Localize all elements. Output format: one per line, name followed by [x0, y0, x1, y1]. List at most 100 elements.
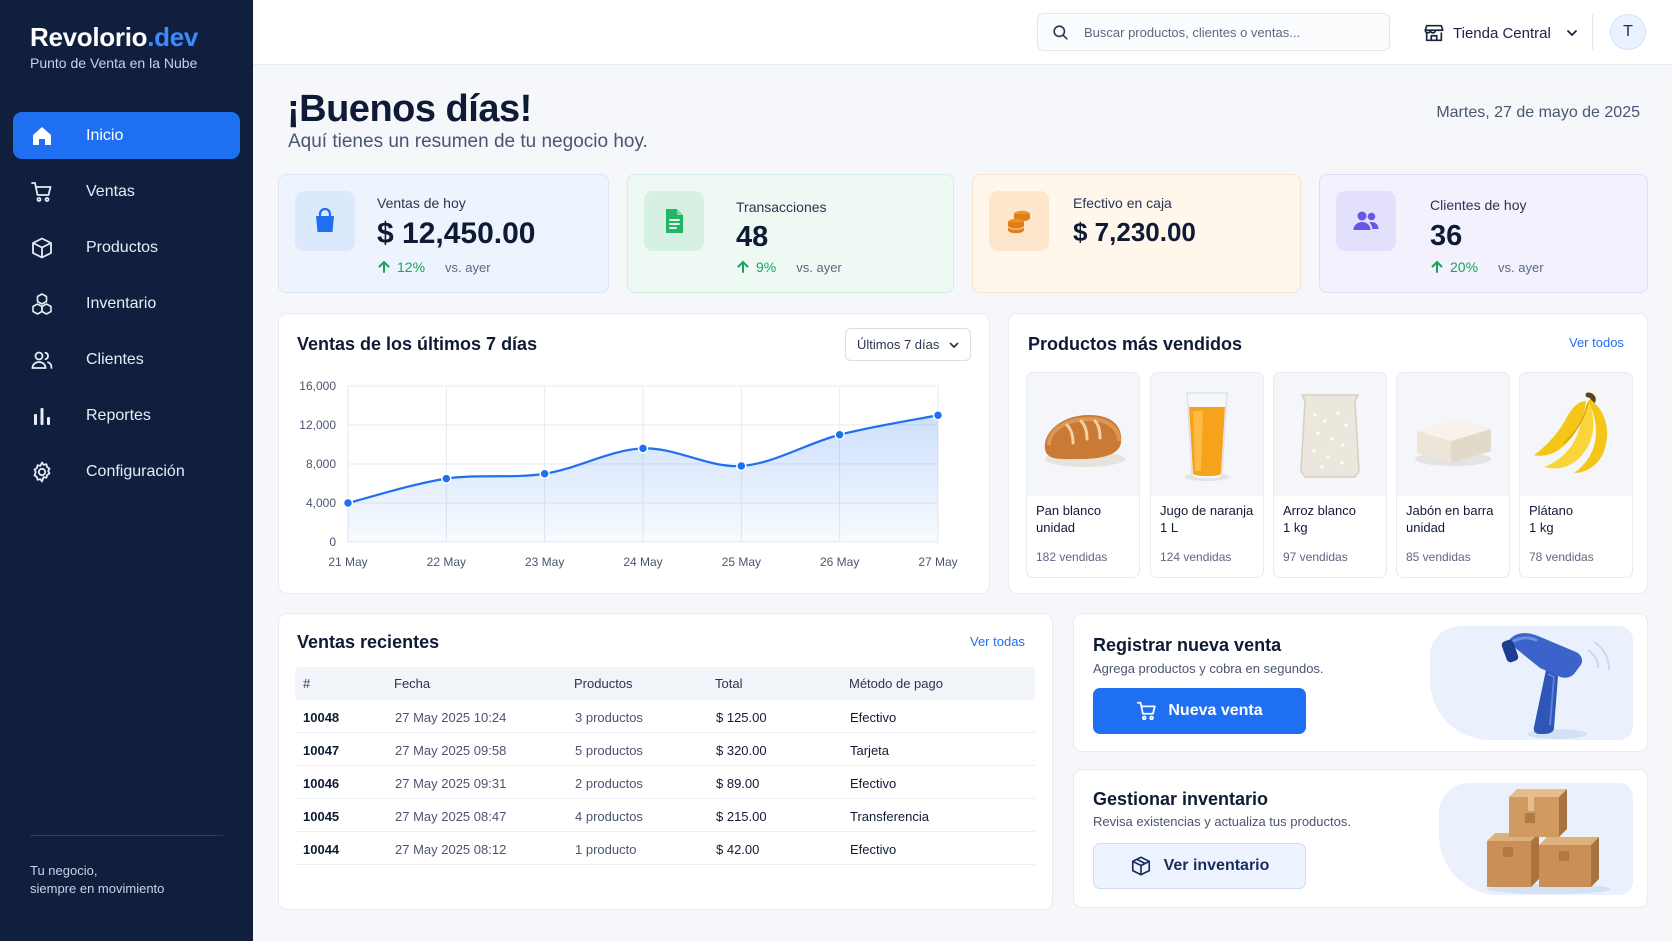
nav-label: Productos	[86, 238, 159, 256]
stat-trend-label: vs. ayer	[445, 259, 491, 275]
product-sold-count: 182 vendidas	[1036, 550, 1108, 564]
sale-total: $ 215.00	[716, 809, 767, 824]
product-unit: 1 kg	[1283, 520, 1308, 535]
product-card-jugo[interactable]: Jugo de naranja 1 L 124 vendidas	[1150, 372, 1264, 578]
product-unit: 1 L	[1160, 520, 1179, 535]
nav-item-configuracion[interactable]: Configuración	[13, 448, 240, 495]
x-tick-label: 22 May	[427, 555, 466, 569]
barcode-scanner-illustration	[1430, 626, 1633, 740]
product-card-arroz[interactable]: Arroz blanco 1 kg 97 vendidas	[1273, 372, 1387, 578]
new-sale-button-label: Nueva venta	[1168, 702, 1263, 719]
x-tick-label: 23 May	[525, 555, 564, 569]
view-all-sales-link[interactable]: Ver todas	[970, 634, 1025, 649]
product-image	[1151, 373, 1263, 496]
nav-item-reportes[interactable]: Reportes	[13, 392, 240, 439]
stat-card-efectivo: Efectivo en caja $ 7,230.00	[972, 174, 1301, 293]
sidebar-footer-line: Tu negocio,	[30, 863, 98, 878]
recent-sales-panel	[278, 613, 1053, 910]
stat-label: Ventas de hoy	[377, 195, 466, 211]
product-unit: unidad	[1406, 520, 1446, 535]
user-avatar[interactable]: T	[1610, 14, 1646, 50]
new-sale-button[interactable]: Nueva venta	[1093, 688, 1306, 734]
product-name: Plátano	[1529, 503, 1574, 518]
sale-payment-method: Efectivo	[850, 776, 897, 791]
topbar-divider	[1592, 14, 1593, 50]
sidebar: Revolorio.dev Punto de Venta en la Nube …	[0, 0, 253, 941]
stat-value: $ 12,450.00	[377, 217, 536, 250]
nav-label: Clientes	[86, 350, 144, 368]
data-point	[834, 429, 845, 440]
cart-icon	[29, 179, 55, 205]
nav-label: Configuración	[86, 462, 185, 480]
bar-chart-icon	[29, 403, 55, 429]
product-sold-count: 124 vendidas	[1160, 550, 1232, 564]
inventory-title: Gestionar inventario	[1093, 789, 1269, 809]
boxes-icon	[29, 291, 55, 317]
product-unit: unidad	[1036, 520, 1076, 535]
product-card-pan[interactable]: Pan blanco unidad 182 vendidas	[1026, 372, 1140, 578]
product-card-jabon[interactable]: Jabón en barra unidad 85 vendidas	[1396, 372, 1510, 578]
sidebar-footer: Tu negocio, siempre en movimiento	[30, 862, 230, 898]
current-date: Martes, 27 de mayo de 2025	[1436, 104, 1640, 121]
cart-icon	[1137, 701, 1157, 721]
stat-trend-value: 20%	[1450, 259, 1479, 275]
product-name: Arroz blanco	[1283, 503, 1356, 518]
stat-trend: 20% vs. ayer	[1430, 259, 1544, 275]
nav-item-inventario[interactable]: Inventario	[13, 280, 240, 327]
stat-label: Transacciones	[736, 199, 827, 215]
product-sold-count: 85 vendidas	[1406, 550, 1471, 564]
product-name: Pan blanco	[1036, 503, 1102, 518]
stat-trend-value: 9%	[756, 259, 777, 275]
sidebar-footer-line: siempre en movimiento	[30, 881, 165, 896]
product-image	[1274, 373, 1386, 496]
chevron-down-icon	[950, 342, 959, 348]
product-name: Jabón en barra	[1406, 503, 1494, 518]
arrow-up-icon	[737, 260, 749, 273]
table-row[interactable]: 10047 27 May 2025 09:58 5 productos $ 32…	[295, 733, 1035, 766]
box-icon	[1131, 856, 1150, 876]
table-row[interactable]: 10044 27 May 2025 08:12 1 producto $ 42.…	[295, 832, 1035, 865]
column-header: Total	[715, 676, 743, 691]
data-point	[637, 443, 649, 454]
shopping-bag-icon	[295, 191, 355, 251]
stat-card-clientes: Clientes de hoy 36 20% vs. ayer	[1319, 174, 1648, 293]
column-header: Fecha	[394, 676, 431, 691]
juice-icon	[1185, 391, 1229, 481]
gear-icon	[29, 459, 55, 485]
banana-icon	[1534, 392, 1608, 473]
x-tick-label: 21 May	[328, 555, 367, 569]
arrow-up-icon	[1431, 260, 1443, 273]
sale-total: $ 42.00	[716, 842, 760, 857]
nav-item-ventas[interactable]: Ventas	[13, 168, 240, 215]
table-row[interactable]: 10046 27 May 2025 09:31 2 productos $ 89…	[295, 766, 1035, 799]
nav-item-productos[interactable]: Productos	[13, 224, 240, 271]
sales-chart-title: Ventas de los últimos 7 días	[297, 334, 538, 354]
column-header: #	[303, 676, 311, 691]
y-tick-label: 0	[329, 535, 336, 549]
users-icon	[1336, 191, 1396, 251]
sale-id: 10048	[303, 710, 340, 725]
table-row[interactable]: 10048 27 May 2025 10:24 3 productos $ 12…	[295, 700, 1035, 733]
table-row[interactable]: 10045 27 May 2025 08:47 4 productos $ 21…	[295, 799, 1035, 832]
nav-item-inicio[interactable]: Inicio	[13, 112, 240, 159]
product-card-platano[interactable]: Plátano 1 kg 78 vendidas	[1519, 372, 1633, 578]
home-icon	[29, 123, 55, 149]
nav-item-clientes[interactable]: Clientes	[13, 336, 240, 383]
sale-products: 4 productos	[575, 809, 643, 824]
sale-total: $ 125.00	[716, 710, 767, 725]
range-dropdown[interactable]: Últimos 7 días	[845, 328, 971, 361]
sales-line-chart: 0 4,000 8,000 12,000 16,000 21 May 22 May 23 Ma…	[299, 379, 957, 569]
view-inventory-button[interactable]: Ver inventario	[1093, 843, 1306, 889]
nav-label: Inventario	[86, 294, 157, 312]
column-header: Método de pago	[849, 676, 943, 691]
sale-payment-method: Efectivo	[850, 710, 897, 725]
brand-logo[interactable]: Revolorio.dev Punto de Venta en la Nube	[30, 22, 198, 71]
cardboard-boxes-icon	[1487, 789, 1611, 894]
search-box[interactable]	[1037, 13, 1390, 51]
store-selector[interactable]: Tienda Central	[1423, 18, 1579, 48]
search-input[interactable]	[1084, 24, 1374, 40]
sale-date: 27 May 2025 09:58	[395, 743, 507, 758]
stat-trend: 9% vs. ayer	[736, 259, 842, 275]
view-all-products-link[interactable]: Ver todos	[1569, 335, 1624, 350]
search-icon	[1053, 24, 1068, 40]
